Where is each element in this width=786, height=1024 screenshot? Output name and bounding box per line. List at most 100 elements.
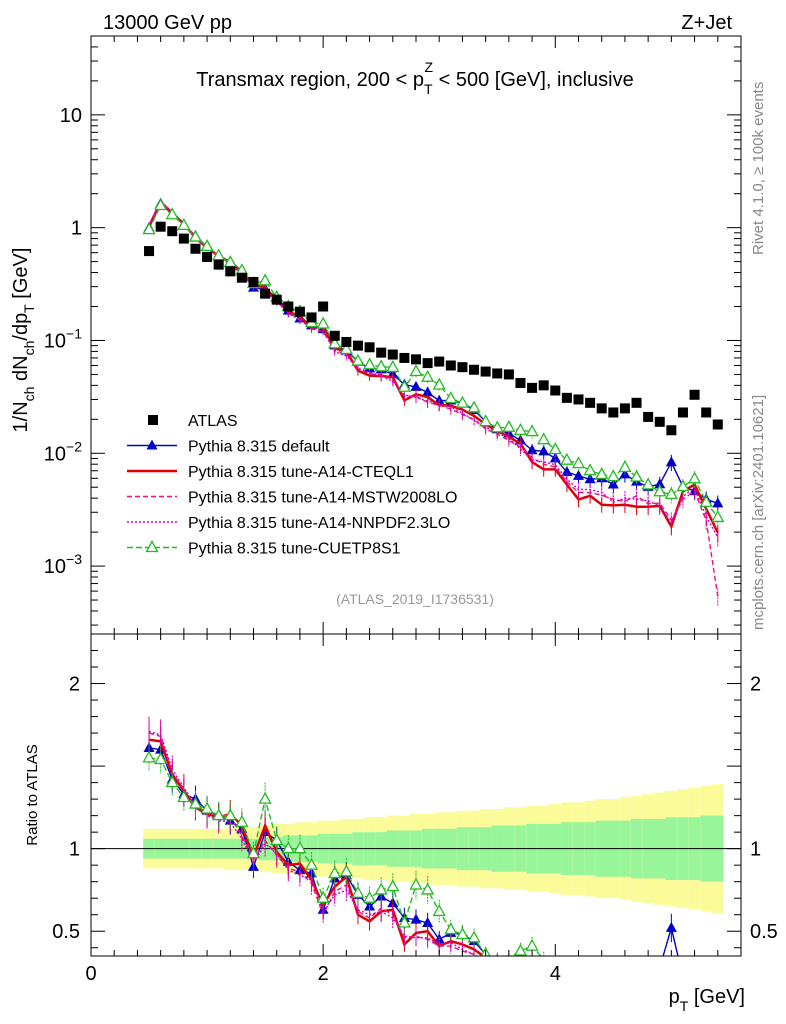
point-main-0-33 — [526, 444, 538, 455]
xlabel-part-0: p — [669, 986, 680, 1008]
point-ratio-4-19 — [362, 890, 377, 903]
series-line-main-0 — [148, 202, 719, 504]
legend: ATLAS Pythia 8.315 default Pythia 8.315 tu… — [127, 413, 457, 558]
ylabel-sub-3: ch — [21, 341, 37, 356]
atlas-point-11 — [271, 294, 282, 305]
atlas-point-3 — [178, 233, 189, 244]
point-main-4-26 — [444, 391, 458, 404]
atlas-point-24 — [422, 358, 433, 369]
point-main-0-45 — [665, 456, 677, 467]
point-ratio-4-4 — [188, 796, 203, 809]
point-main-4-48 — [699, 494, 713, 507]
point-ratio-4-10 — [258, 791, 272, 804]
point-ratio-4-15 — [316, 890, 330, 903]
atlas-point-7 — [225, 266, 236, 277]
atlas-point-35 — [550, 385, 561, 396]
header-process: Z+Jet — [681, 12, 732, 34]
atlas-point-30 — [492, 368, 503, 379]
point-ratio-4-8 — [235, 814, 249, 827]
point-main-4-1 — [154, 198, 168, 211]
point-main-0-49 — [712, 497, 724, 508]
ylabel-part-0: 1/N — [10, 401, 32, 432]
legend-marker-5 — [145, 540, 159, 553]
atlas-point-37 — [573, 394, 584, 405]
xlabel-part-2: [GeV] — [688, 986, 745, 1008]
point-ratio-4-27 — [455, 927, 470, 940]
point-main-4-23 — [409, 364, 423, 377]
point-ratio-0-23 — [410, 913, 422, 924]
point-ratio-4-3 — [177, 790, 191, 803]
series-line-ratio-4 — [148, 757, 542, 956]
point-main-4-20 — [374, 359, 388, 372]
point-ratio-4-16 — [328, 866, 342, 879]
point-main-4-37 — [571, 456, 586, 469]
point-main-4-43 — [641, 477, 655, 490]
point-main-4-39 — [595, 467, 609, 480]
header-energy: 13000 GeV pp — [103, 12, 232, 34]
atlas-point-48 — [701, 407, 712, 418]
series-line-ratio-0 — [148, 747, 679, 956]
point-ratio-4-12 — [281, 841, 295, 854]
point-main-4-47 — [687, 471, 702, 484]
point-ratio-4-9 — [246, 846, 261, 859]
legend-label-4: Pythia 8.315 tune-A14-NNPDF2.3LO — [188, 515, 450, 532]
point-main-4-17 — [339, 341, 353, 354]
legend-label-5: Pythia 8.315 tune-CUETP8S1 — [188, 541, 401, 558]
point-main-0-37 — [573, 469, 584, 480]
atlas-point-43 — [643, 411, 654, 422]
atlas-point-23 — [411, 354, 421, 365]
point-ratio-4-26 — [444, 922, 458, 935]
atlas-point-31 — [503, 369, 514, 380]
point-main-0-35 — [549, 452, 561, 463]
atlas-point-38 — [585, 397, 596, 408]
point-main-4-36 — [560, 452, 574, 465]
point-main-0-38 — [584, 473, 596, 484]
atlas-point-4 — [190, 243, 201, 254]
point-ratio-4-22 — [397, 915, 411, 928]
atlas-point-13 — [294, 306, 305, 317]
atlas-point-5 — [202, 251, 213, 262]
atlas-point-25 — [434, 356, 445, 367]
atlas-point-20 — [376, 347, 387, 358]
atlas-point-17 — [341, 336, 352, 347]
axis-ticks — [90, 35, 741, 956]
atlas-point-45 — [666, 425, 677, 436]
point-main-4-46 — [676, 479, 690, 492]
point-ratio-4-14 — [304, 857, 319, 870]
ylabel-part-4: /dp — [10, 313, 32, 341]
series-main-panel — [142, 197, 725, 606]
title-part-3: < 500 [GeV], inclusive — [433, 69, 634, 91]
point-main-4-0 — [142, 222, 156, 235]
point-ratio-4-33 — [525, 938, 539, 951]
point-main-4-10 — [258, 273, 272, 286]
ylabel-sub-1: ch — [21, 387, 37, 402]
atlas-point-15 — [318, 301, 329, 312]
atlas-point-6 — [213, 259, 224, 270]
atlas-point-19 — [364, 342, 375, 353]
point-main-4-21 — [386, 360, 400, 373]
point-main-4-42 — [629, 469, 644, 482]
x-axis-label: pT [GeV] — [669, 986, 745, 1014]
x-tick-label-2: 4 — [550, 963, 561, 985]
atlas-point-16 — [329, 330, 340, 341]
point-main-4-24 — [421, 369, 435, 382]
y-tick-label-3: 10−2 — [44, 438, 82, 465]
y-tick-label-1: 1 — [71, 218, 82, 240]
point-ratio-4-11 — [270, 833, 284, 846]
ratio-y-axis-label: Ratio to ATLAS — [24, 744, 41, 845]
ylabel-part-6: [GeV] — [10, 248, 32, 305]
point-main-0-23 — [410, 380, 422, 391]
point-main-4-31 — [502, 419, 516, 432]
atlas-point-28 — [469, 364, 480, 375]
x-tick-label-1: 2 — [318, 963, 329, 985]
atlas-point-40 — [608, 407, 619, 418]
atlas-point-2 — [167, 226, 178, 237]
series-line-main-3 — [148, 199, 719, 538]
point-ratio-4-25 — [432, 904, 446, 917]
atlas-point-33 — [527, 382, 538, 393]
point-main-4-35 — [548, 442, 562, 455]
ratio-tick-label-left-0: 2 — [69, 674, 80, 696]
point-ratio-4-7 — [223, 808, 237, 821]
point-main-4-16 — [328, 336, 342, 349]
